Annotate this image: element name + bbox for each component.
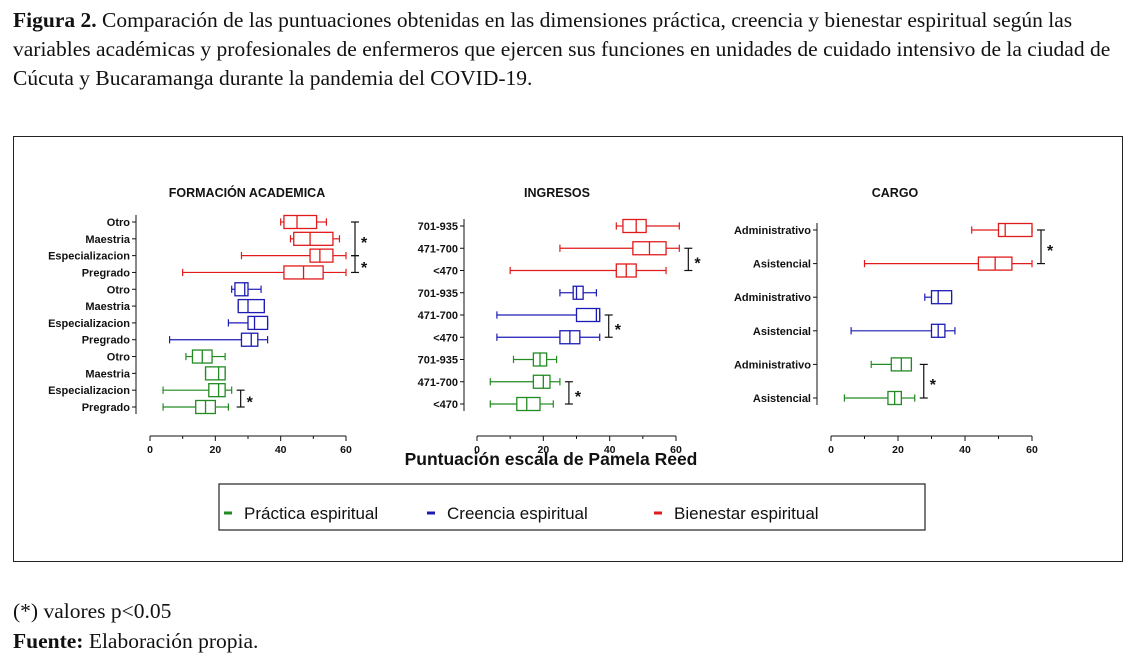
source-text: Elaboración propia. <box>83 629 259 653</box>
significance-note: (*) valores p<0.05 <box>13 599 172 623</box>
box <box>247 315 269 331</box>
caption-label: Figura 2. <box>13 8 97 32</box>
x-tick-label: 20 <box>209 444 221 456</box>
source-note: Fuente: Elaboración propia. <box>13 626 258 656</box>
y-tick-label: <470 <box>433 399 458 411</box>
y-tick-label: Maestria <box>85 368 131 380</box>
x-tick-label: 40 <box>959 444 971 456</box>
box <box>283 214 318 230</box>
x-tick-label: 0 <box>828 444 834 456</box>
legend-label: Bienestar espiritual <box>674 504 819 523</box>
figure-notes: (*) valores p<0.05 Fuente: Elaboración p… <box>13 596 258 656</box>
legend-box <box>218 483 926 531</box>
box <box>532 374 551 389</box>
box <box>309 248 334 263</box>
y-tick-label: <470 <box>433 332 458 344</box>
y-tick-label: Maestria <box>85 234 131 246</box>
y-tick-label: Administrativo <box>734 225 811 237</box>
y-tick-label: Pregrado <box>82 267 131 279</box>
y-tick-label: Especializacion <box>48 318 130 330</box>
y-tick-label: Otro <box>107 352 131 364</box>
significance-asterisk: * <box>615 322 622 339</box>
x-tick-label: 40 <box>604 444 616 456</box>
figure-frame: FORMACIÓN ACADEMICA Otro Maestria Especiali… <box>13 136 1123 562</box>
y-tick-label: Especializacion <box>48 385 130 397</box>
y-tick-label: <470 <box>433 266 458 278</box>
y-tick-label: Administrativo <box>734 359 811 371</box>
significance-asterisk: * <box>575 389 582 406</box>
x-tick-label: 40 <box>275 444 287 456</box>
caption-text: Comparación de las puntuaciones obtenida… <box>13 8 1111 90</box>
x-tick-label: 20 <box>537 444 549 456</box>
y-tick-label: Asistencial <box>753 326 811 338</box>
significance-asterisk: * <box>930 377 937 394</box>
panel-title: CARGO <box>872 186 919 200</box>
significance-asterisk: * <box>1047 243 1054 260</box>
source-label: Fuente: <box>13 629 84 653</box>
panel-title: INGRESOS <box>524 186 590 200</box>
y-tick-label: Otro <box>107 217 131 229</box>
box <box>575 307 601 323</box>
box <box>237 298 265 314</box>
significance-asterisk: * <box>361 235 368 252</box>
x-tick-label: 0 <box>147 444 153 456</box>
box <box>622 218 647 234</box>
y-tick-label: 701-935 <box>418 288 458 300</box>
y-tick-label: 471-700 <box>418 243 458 255</box>
y-tick-label: Administrativo <box>734 292 811 304</box>
legend-label: Creencia espiritual <box>447 504 588 523</box>
y-tick-label: Otro <box>107 284 131 296</box>
significance-asterisk: * <box>361 260 368 277</box>
y-tick-label: Pregrado <box>82 335 131 347</box>
panel-title: FORMACIÓN ACADEMICA <box>169 185 325 200</box>
x-tick-label: 60 <box>1026 444 1038 456</box>
significance-asterisk: * <box>694 255 701 272</box>
box <box>293 231 334 246</box>
y-tick-label: Maestria <box>85 301 131 313</box>
y-tick-label: 471-700 <box>418 377 458 389</box>
box <box>997 222 1033 238</box>
x-axis-label: Puntuación escala de Pamela Reed <box>405 449 698 469</box>
box <box>572 285 584 300</box>
y-tick-label: 701-935 <box>418 221 458 233</box>
figure-caption: Figura 2. Comparación de las puntuacione… <box>13 6 1125 93</box>
box <box>204 366 226 381</box>
y-tick-label: 701-935 <box>418 355 458 367</box>
y-tick-label: Pregrado <box>82 402 131 414</box>
box <box>234 282 249 297</box>
y-tick-label: Especializacion <box>48 251 130 263</box>
x-tick-label: 60 <box>340 444 352 456</box>
box <box>208 383 226 398</box>
x-tick-label: 60 <box>670 444 682 456</box>
y-tick-label: Asistencial <box>753 259 811 271</box>
x-tick-label: 0 <box>474 444 480 456</box>
y-tick-label: 471-700 <box>418 310 458 322</box>
box <box>240 332 259 347</box>
box-plot-chart: FORMACIÓN ACADEMICA Otro Maestria Especiali… <box>48 185 1054 531</box>
significance-asterisk: * <box>247 395 254 412</box>
y-tick-label: Asistencial <box>753 393 811 405</box>
box <box>516 396 541 412</box>
legend-label: Práctica espiritual <box>244 504 378 523</box>
box <box>930 290 953 305</box>
x-tick-label: 20 <box>892 444 904 456</box>
